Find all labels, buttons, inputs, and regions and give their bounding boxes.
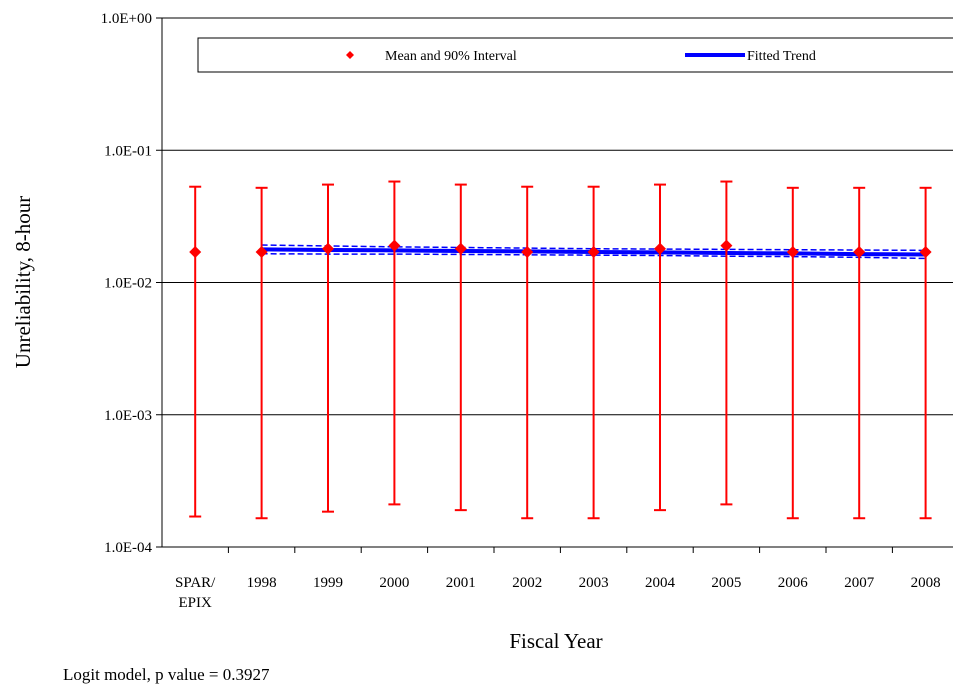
trend-lower	[261, 252, 926, 260]
mean-marker	[786, 246, 799, 259]
x-tick-label: SPAR/EPIX	[175, 575, 216, 611]
mean-marker	[388, 239, 401, 252]
mean-marker	[521, 246, 534, 259]
y-tick-label: 1.0E-02	[104, 276, 152, 292]
legend-box	[197, 37, 953, 73]
mean-marker	[720, 239, 733, 252]
x-tick-label: 2004	[645, 575, 676, 591]
x-tick-label: 2008	[911, 575, 941, 591]
legend-marker	[346, 51, 354, 59]
x-tick-label: 2003	[579, 575, 609, 591]
mean-marker	[587, 246, 600, 259]
x-tick-label-line: SPAR/	[175, 575, 216, 591]
mean-marker	[255, 246, 268, 259]
x-tick-label: 2001	[446, 575, 476, 591]
y-axis-label: Unreliability, 8-hour	[11, 196, 35, 368]
plot	[189, 180, 932, 520]
y-tick-label: 1.0E-03	[104, 408, 152, 424]
x-axis-label: Fiscal Year	[509, 629, 602, 653]
mean-marker	[454, 242, 467, 255]
x-tick-label: 1998	[247, 575, 277, 591]
legend-label: Fitted Trend	[747, 49, 816, 64]
y-tick-label: 1.0E-01	[104, 143, 152, 159]
x-tick-label: 2000	[379, 575, 409, 591]
mean-marker	[853, 246, 866, 259]
x-tick-label: 2002	[512, 575, 542, 591]
mean-marker	[322, 242, 334, 255]
mean-marker	[189, 246, 202, 259]
mean-marker	[919, 246, 932, 259]
y-tick-label: 1.0E+00	[101, 11, 152, 27]
legend-label: Mean and 90% Interval	[385, 49, 517, 64]
x-tick-label: 1999	[313, 575, 343, 591]
mean-marker	[654, 242, 666, 255]
note: Logit model, p value = 0.3927	[63, 665, 270, 684]
x-tick-label: 2005	[711, 575, 741, 591]
trend-upper	[261, 244, 926, 252]
x-tick-label-line: EPIX	[179, 595, 213, 611]
x-tick-label: 2006	[778, 575, 809, 591]
x-tick-label: 2007	[844, 575, 875, 591]
y-tick-label: 1.0E-04	[104, 540, 152, 556]
